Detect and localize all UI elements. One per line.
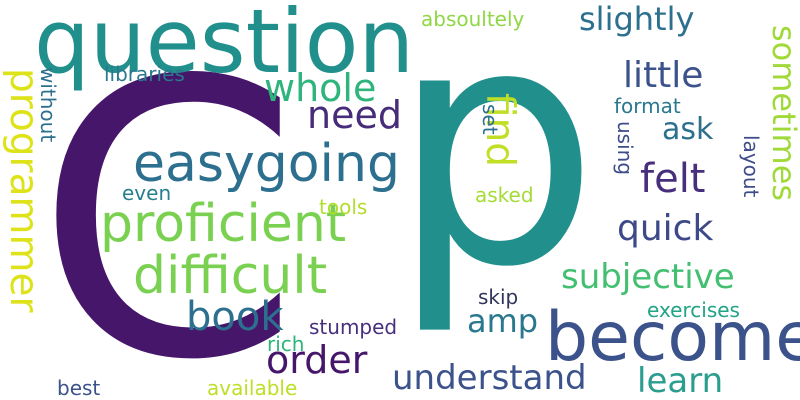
word-learn: learn bbox=[637, 361, 724, 400]
word-order: order bbox=[266, 338, 368, 382]
word-format: format bbox=[614, 94, 681, 118]
word-programmer: programmer bbox=[1, 68, 46, 313]
word-subjective: subjective bbox=[561, 257, 735, 297]
word-set: set bbox=[478, 104, 502, 135]
word-find: find bbox=[477, 93, 522, 168]
word-become: become bbox=[545, 298, 800, 377]
word-tools: tools bbox=[319, 195, 368, 219]
word-difficult: difficult bbox=[133, 246, 328, 306]
word-amp: amp bbox=[467, 302, 539, 340]
word-sometimes: sometimes bbox=[765, 25, 800, 202]
word-available: available bbox=[207, 376, 298, 400]
word-skip: skip bbox=[478, 285, 519, 309]
word-slightly: slightly bbox=[579, 0, 695, 38]
word-proficient: proficient bbox=[100, 194, 347, 254]
word-asked: asked bbox=[475, 183, 534, 207]
word-without: without bbox=[36, 67, 60, 143]
word-c: C bbox=[35, 0, 301, 400]
word-felt: felt bbox=[640, 156, 706, 202]
word-even: even bbox=[122, 181, 172, 205]
word-p: p bbox=[390, 0, 600, 339]
word-libraries: libraries bbox=[104, 62, 185, 86]
word-whole: whole bbox=[264, 66, 377, 110]
word-easygoing: easygoing bbox=[133, 134, 400, 194]
word-little: little bbox=[623, 55, 704, 96]
word-ask: ask bbox=[662, 112, 714, 147]
word-understand: understand bbox=[392, 358, 587, 398]
word-using: using bbox=[613, 121, 637, 176]
word-absoultely: absoultely bbox=[421, 7, 525, 31]
word-rich: rich bbox=[267, 332, 305, 356]
word-best: best bbox=[57, 376, 101, 400]
word-stumped: stumped bbox=[309, 315, 398, 339]
word-quick: quick bbox=[617, 208, 714, 249]
word-need: need bbox=[307, 93, 402, 137]
word-book: book bbox=[186, 294, 284, 340]
word-layout: layout bbox=[739, 135, 763, 198]
word-exercises: exercises bbox=[647, 298, 740, 322]
word-question: question bbox=[34, 0, 415, 93]
